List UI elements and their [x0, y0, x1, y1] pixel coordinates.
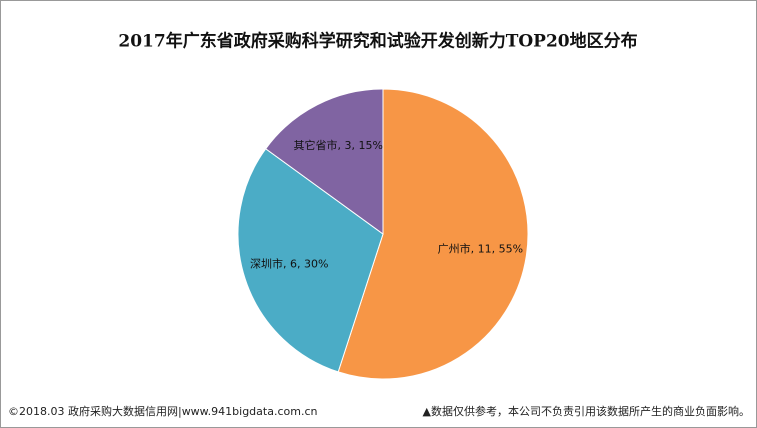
- data-label: 深圳市, 6, 30%: [250, 256, 328, 270]
- pie-slice: [237, 148, 384, 373]
- data-label: 其它省市, 3, 15%: [294, 138, 383, 152]
- chart-title: 2017年广东省政府采购科学研究和试验开发创新力TOP20地区分布: [118, 31, 637, 52]
- pie-slice: [264, 88, 384, 235]
- pie-slice: [337, 88, 529, 380]
- footer-right: ▲数据仅供参考，本公司不负责引用该数据所产生的商业负面影响。: [423, 404, 750, 418]
- data-label: 广州市, 11, 55%: [438, 241, 523, 255]
- footer-left: ©2018.03 政府采购大数据信用网|www.941bigdata.com.c…: [8, 404, 317, 418]
